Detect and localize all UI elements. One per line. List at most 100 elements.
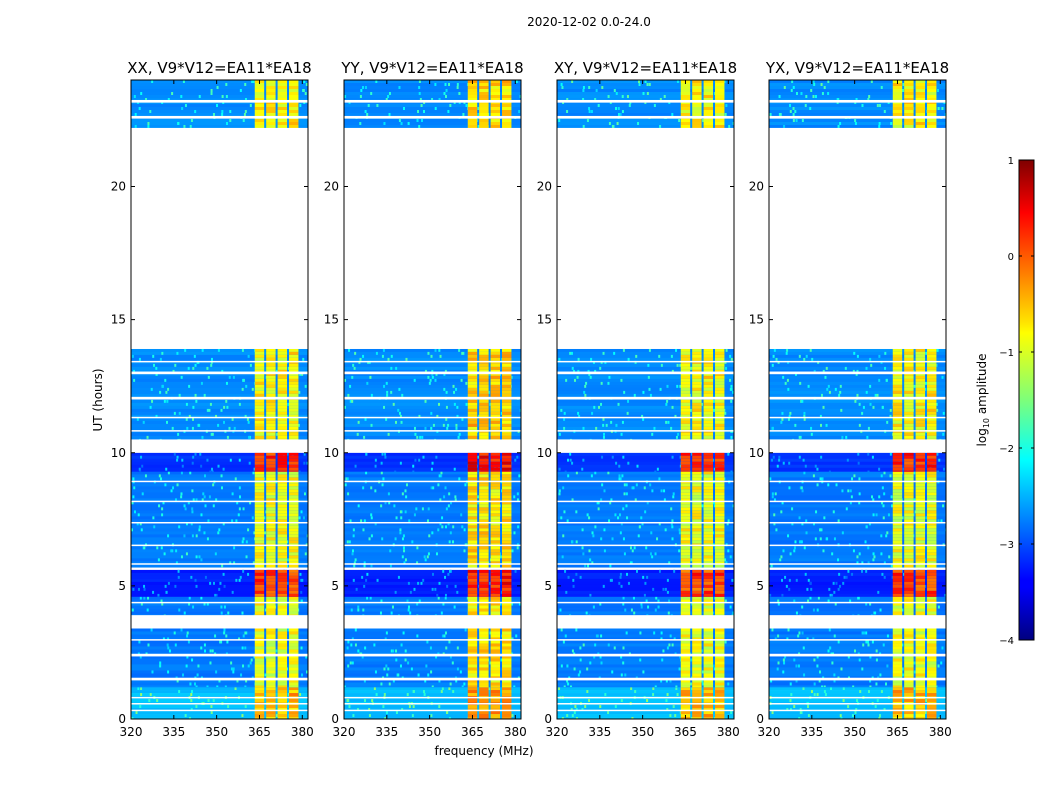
panels: XX, V9*V12=EA11*EA18 320 335 350 365 380 0 5 10 1… [111,59,952,739]
flagged-gap [344,709,521,712]
flagged-gap [131,615,308,629]
panel-yx: YX, V9*V12=EA11*EA18 320 335 350 365 380 0 5 10 1… [749,59,952,739]
colorbar-tick-label: −4 [999,636,1014,647]
flagged-gap [557,480,734,483]
x-tick-label: 335 [800,725,823,739]
flagged-gap [557,396,734,400]
flagged-gap [344,601,521,604]
flagged-gap [344,521,521,524]
plot-frame [768,79,947,720]
panel-title: XY, V9*V12=EA11*EA18 [554,59,737,77]
flagged-gap [131,709,308,712]
y-tick-label: 10 [111,446,126,460]
data-block [769,348,946,440]
flagged-gap [769,115,946,119]
colorbar-label-rest: amplitude [975,354,989,418]
flagged-gap [769,563,946,565]
flagged-gap [131,439,308,453]
x-tick-label: 380 [717,725,740,739]
flagged-gap [769,439,946,453]
flagged-gap [769,521,946,524]
y-tick-label: 0 [544,712,552,726]
data-block [769,569,946,597]
data-block [769,596,946,616]
heatmap-yy [344,80,521,719]
flagged-gap [344,127,521,349]
flagged-gap [769,99,946,103]
flagged-gap [344,563,521,565]
flagged-gap [769,127,946,349]
flagged-gap [557,371,734,375]
panel-title: XX, V9*V12=EA11*EA18 [127,59,311,77]
colorbar-tick-label: −3 [999,540,1014,551]
data-block [131,596,308,616]
flagged-gap [344,99,521,103]
y-tick-label: 15 [111,313,126,327]
x-axis-label: frequency (MHz) [434,744,533,758]
flagged-gap [344,371,521,375]
flagged-gap [557,544,734,547]
flagged-gap [131,544,308,547]
flagged-gap [131,601,308,604]
x-tick-label: 350 [843,725,866,739]
flagged-gap [769,500,946,503]
flagged-gap [344,677,521,681]
y-tick-label: 20 [111,180,126,194]
flagged-gap [557,439,734,453]
x-tick-label: 335 [588,725,611,739]
flagged-gap [769,430,946,432]
x-tick-label: 320 [120,725,143,739]
data-block [344,80,521,129]
data-block [557,348,734,440]
flagged-gap [769,709,946,712]
flagged-gap [557,99,734,103]
flagged-gap [344,396,521,400]
flagged-gap [557,430,734,432]
flagged-gap [557,416,734,419]
x-tick-label: 365 [461,725,484,739]
x-tick-label: 350 [205,725,228,739]
flagged-gap [769,360,946,363]
data-block [557,471,734,568]
flagged-gap [769,639,946,641]
flagged-gap [769,544,946,547]
y-tick-label: 0 [756,712,764,726]
colorbar-tick-label: −2 [999,444,1014,455]
y-tick-label: 10 [749,446,764,460]
panel-xy: XY, V9*V12=EA11*EA18 320 335 350 365 380 0 5 10 1… [537,59,740,739]
flagged-gap [344,653,521,657]
y-tick-label: 5 [756,579,764,593]
y-tick-label: 0 [118,712,126,726]
data-block [557,596,734,616]
y-tick-label: 20 [537,180,552,194]
flagged-gap [131,396,308,400]
y-tick-label: 20 [324,180,339,194]
plot-frame [556,79,735,720]
flagged-gap [557,601,734,604]
flagged-gap [557,709,734,712]
data-block [131,452,308,472]
flagged-gap [131,521,308,524]
flagged-gap [131,677,308,681]
flagged-gap [769,601,946,604]
plot-frame [130,79,309,720]
flagged-gap [344,115,521,119]
data-block [344,569,521,597]
x-tick-label: 380 [929,725,952,739]
flagged-gap [131,371,308,375]
data-block [344,348,521,440]
y-tick-label: 10 [537,446,552,460]
flagged-gap [769,653,946,657]
flagged-gap [769,416,946,419]
flagged-gap [557,127,734,349]
flagged-gap [131,639,308,641]
x-tick-label: 320 [333,725,356,739]
y-tick-label: 15 [537,313,552,327]
flagged-gap [557,115,734,119]
data-block [131,80,308,129]
colorbar-label: log10 amplitude [975,354,991,447]
flagged-gap [557,563,734,565]
flagged-gap [344,696,521,699]
flagged-gap [557,615,734,629]
